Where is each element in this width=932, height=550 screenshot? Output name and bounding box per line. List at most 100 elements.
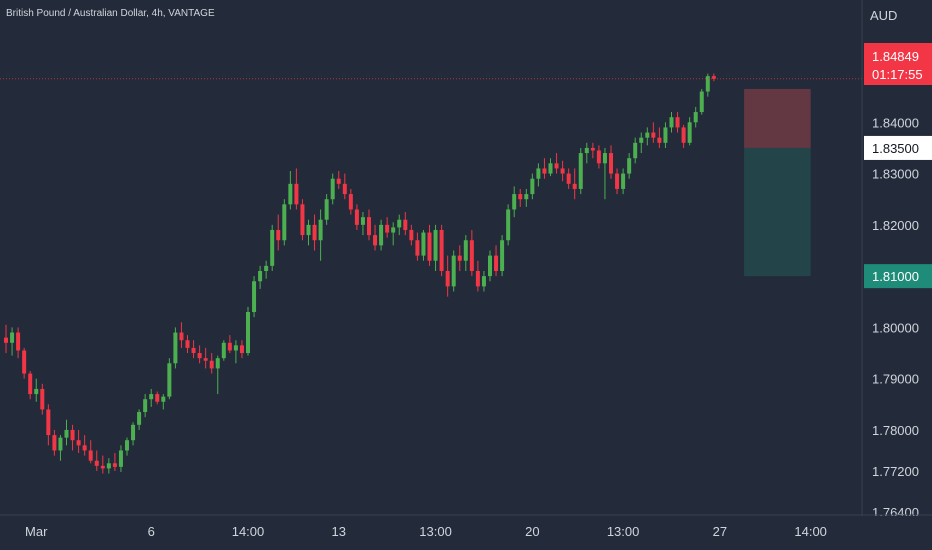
candle-body <box>252 281 257 313</box>
candle <box>554 153 559 174</box>
candle <box>209 353 214 374</box>
candle-body <box>367 217 371 236</box>
candle-body <box>258 271 263 282</box>
candle-body <box>100 465 105 469</box>
candle-body <box>488 255 492 277</box>
candle-body <box>64 429 69 438</box>
candle <box>615 168 620 195</box>
candle <box>324 194 329 225</box>
candle-body <box>415 240 420 256</box>
candle-body <box>227 342 232 351</box>
candle <box>488 250 492 282</box>
candle <box>512 186 517 218</box>
candle-body <box>264 265 269 271</box>
candle <box>675 112 680 133</box>
y-tick-label: 1.84000 <box>872 115 919 130</box>
candle <box>518 188 523 207</box>
candle-body <box>354 209 359 225</box>
candle-body <box>572 183 577 189</box>
candle-body <box>185 340 190 348</box>
stop-loss-zone[interactable] <box>744 88 811 148</box>
candle-body <box>312 224 317 241</box>
candle <box>125 437 129 456</box>
candle-body <box>137 412 142 425</box>
candle <box>4 324 8 354</box>
candle <box>481 271 486 292</box>
candle-body <box>373 235 378 246</box>
candle-body <box>602 153 607 164</box>
candle <box>451 250 456 292</box>
take-profit-zone[interactable] <box>744 147 811 277</box>
candle <box>300 199 305 241</box>
candle-body <box>70 429 75 441</box>
candle-body <box>651 132 656 138</box>
candle <box>627 153 632 179</box>
current-price-label: 1.84849 01:17:55 <box>864 43 932 85</box>
candle <box>584 142 589 164</box>
candle-body <box>288 183 293 205</box>
candle <box>524 188 529 207</box>
candle <box>373 224 378 251</box>
x-tick-label: 6 <box>148 524 155 539</box>
x-tick-label: 20 <box>525 524 539 539</box>
candle <box>46 404 51 446</box>
candle <box>76 429 81 454</box>
candle-body <box>276 229 281 241</box>
x-tick-label: Mar <box>25 524 48 539</box>
candle-body <box>318 219 323 241</box>
candle <box>360 212 365 236</box>
svg-text:1.81000: 1.81000 <box>872 269 919 284</box>
candle-body <box>330 178 335 200</box>
candle-body <box>161 396 166 402</box>
candle <box>16 327 21 359</box>
candles-layer <box>4 73 716 474</box>
price-axis[interactable] <box>863 0 932 515</box>
candle-body <box>324 199 329 220</box>
candle-body <box>197 353 202 359</box>
candle <box>28 370 33 400</box>
y-tick-label: 1.82000 <box>872 218 919 233</box>
time-axis[interactable] <box>0 516 932 550</box>
candle-body <box>46 409 51 436</box>
candle <box>602 147 607 200</box>
candle <box>445 255 450 297</box>
candle <box>609 145 613 179</box>
candle <box>10 327 15 356</box>
current-price-value: 1.84849 <box>872 49 919 64</box>
candle <box>645 127 650 146</box>
candle-body <box>246 312 250 354</box>
x-tick-label: 14:00 <box>232 524 265 539</box>
candle-body <box>445 271 450 287</box>
candle-body <box>173 332 178 364</box>
x-tick-label: 13 <box>332 524 346 539</box>
candle <box>469 229 474 277</box>
symbol-title: British Pound / Australian Dollar, 4h, V… <box>6 8 215 19</box>
x-ticks: Mar 6 14:00 13 13:00 20 13:00 27 14:00 <box>25 524 827 539</box>
candle <box>669 112 674 133</box>
candle <box>651 122 656 143</box>
currency-label: AUD <box>870 8 897 23</box>
candle <box>633 137 638 164</box>
candle <box>506 204 511 246</box>
candle <box>112 453 117 471</box>
candle <box>58 435 63 461</box>
countdown-timer: 01:17:55 <box>872 67 923 82</box>
candle-body <box>512 194 517 210</box>
candle <box>566 168 571 189</box>
candle-body <box>82 445 87 451</box>
candle-body <box>675 117 680 128</box>
candle <box>282 199 287 246</box>
y-tick-label: 1.77200 <box>872 464 919 479</box>
candle-body <box>433 229 438 261</box>
x-tick-label: 14:00 <box>794 524 827 539</box>
candle-body <box>4 337 8 343</box>
target-price-label: 1.81000 <box>864 264 932 289</box>
candle-body <box>409 229 414 241</box>
candle-body <box>191 347 196 354</box>
position-tool[interactable] <box>744 88 811 277</box>
candle-body <box>494 255 499 271</box>
candle <box>191 340 196 359</box>
candle-body <box>705 76 710 92</box>
